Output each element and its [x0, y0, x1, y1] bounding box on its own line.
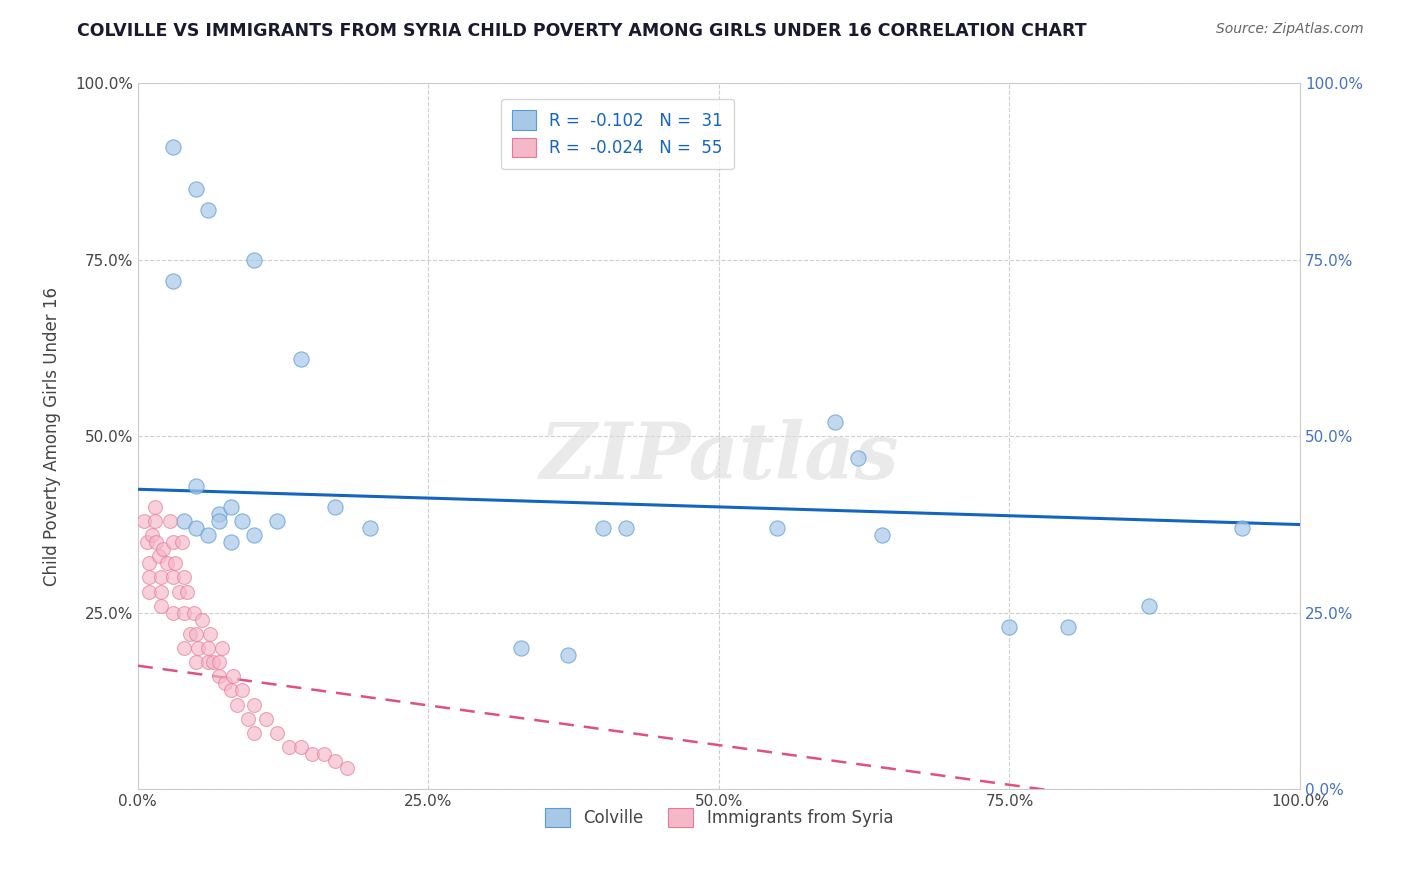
Point: [1137, 599, 1160, 613]
Point: [219, 500, 242, 514]
Point: [238, 712, 260, 726]
Point: [359, 521, 381, 535]
Point: [167, 584, 190, 599]
Point: [208, 669, 231, 683]
Point: [614, 521, 637, 535]
Point: [173, 606, 195, 620]
Point: [197, 528, 219, 542]
Point: [225, 698, 247, 712]
Point: [1230, 521, 1253, 535]
Point: [143, 514, 166, 528]
Point: [243, 698, 266, 712]
Point: [214, 676, 236, 690]
Point: [202, 655, 225, 669]
Point: [243, 528, 266, 542]
Point: [766, 521, 789, 535]
Point: [162, 570, 184, 584]
Point: [162, 535, 184, 549]
Point: [301, 747, 323, 761]
Point: [312, 747, 335, 761]
Point: [243, 252, 266, 267]
Point: [1056, 620, 1078, 634]
Point: [592, 521, 614, 535]
Point: [197, 203, 219, 218]
Point: [211, 641, 233, 656]
Point: [848, 450, 870, 465]
Point: [183, 606, 205, 620]
Point: [150, 599, 173, 613]
Point: [148, 549, 170, 564]
Point: [198, 627, 221, 641]
Point: [143, 500, 166, 514]
Legend: Colville, Immigrants from Syria: Colville, Immigrants from Syria: [538, 801, 900, 834]
Point: [208, 507, 231, 521]
Point: [159, 514, 181, 528]
Point: [231, 683, 253, 698]
Point: [824, 415, 846, 429]
Point: [266, 725, 288, 739]
Point: [176, 584, 198, 599]
Text: COLVILLE VS IMMIGRANTS FROM SYRIA CHILD POVERTY AMONG GIRLS UNDER 16 CORRELATION: COLVILLE VS IMMIGRANTS FROM SYRIA CHILD …: [77, 22, 1087, 40]
Point: [231, 514, 253, 528]
Point: [290, 351, 312, 366]
Y-axis label: Child Poverty Among Girls Under 16: Child Poverty Among Girls Under 16: [44, 287, 60, 586]
Point: [173, 514, 195, 528]
Point: [266, 514, 288, 528]
Point: [998, 620, 1021, 634]
Point: [290, 739, 312, 754]
Point: [191, 613, 214, 627]
Point: [219, 683, 242, 698]
Point: [510, 641, 533, 656]
Point: [184, 521, 207, 535]
Point: [138, 584, 160, 599]
Point: [254, 712, 277, 726]
Point: [138, 557, 160, 571]
Text: Source: ZipAtlas.com: Source: ZipAtlas.com: [1216, 22, 1364, 37]
Point: [870, 528, 893, 542]
Point: [336, 761, 359, 775]
Point: [162, 140, 184, 154]
Point: [184, 182, 207, 196]
Point: [162, 274, 184, 288]
Point: [184, 655, 207, 669]
Point: [156, 557, 179, 571]
Point: [138, 570, 160, 584]
Point: [141, 528, 163, 542]
Point: [173, 570, 195, 584]
Text: ZIPatlas: ZIPatlas: [540, 419, 898, 496]
Point: [179, 627, 201, 641]
Point: [243, 725, 266, 739]
Point: [187, 641, 209, 656]
Point: [325, 500, 347, 514]
Point: [278, 739, 301, 754]
Point: [170, 535, 193, 549]
Point: [152, 542, 174, 557]
Point: [219, 535, 242, 549]
Point: [557, 648, 579, 662]
Point: [197, 641, 219, 656]
Point: [165, 557, 187, 571]
Point: [325, 754, 347, 768]
Point: [132, 514, 155, 528]
Point: [162, 606, 184, 620]
Point: [208, 514, 231, 528]
Point: [208, 655, 231, 669]
Point: [145, 535, 167, 549]
Point: [184, 627, 207, 641]
Point: [197, 655, 219, 669]
Point: [150, 584, 173, 599]
Point: [150, 570, 173, 584]
Point: [222, 669, 245, 683]
Point: [136, 535, 159, 549]
Point: [184, 479, 207, 493]
Point: [173, 641, 195, 656]
